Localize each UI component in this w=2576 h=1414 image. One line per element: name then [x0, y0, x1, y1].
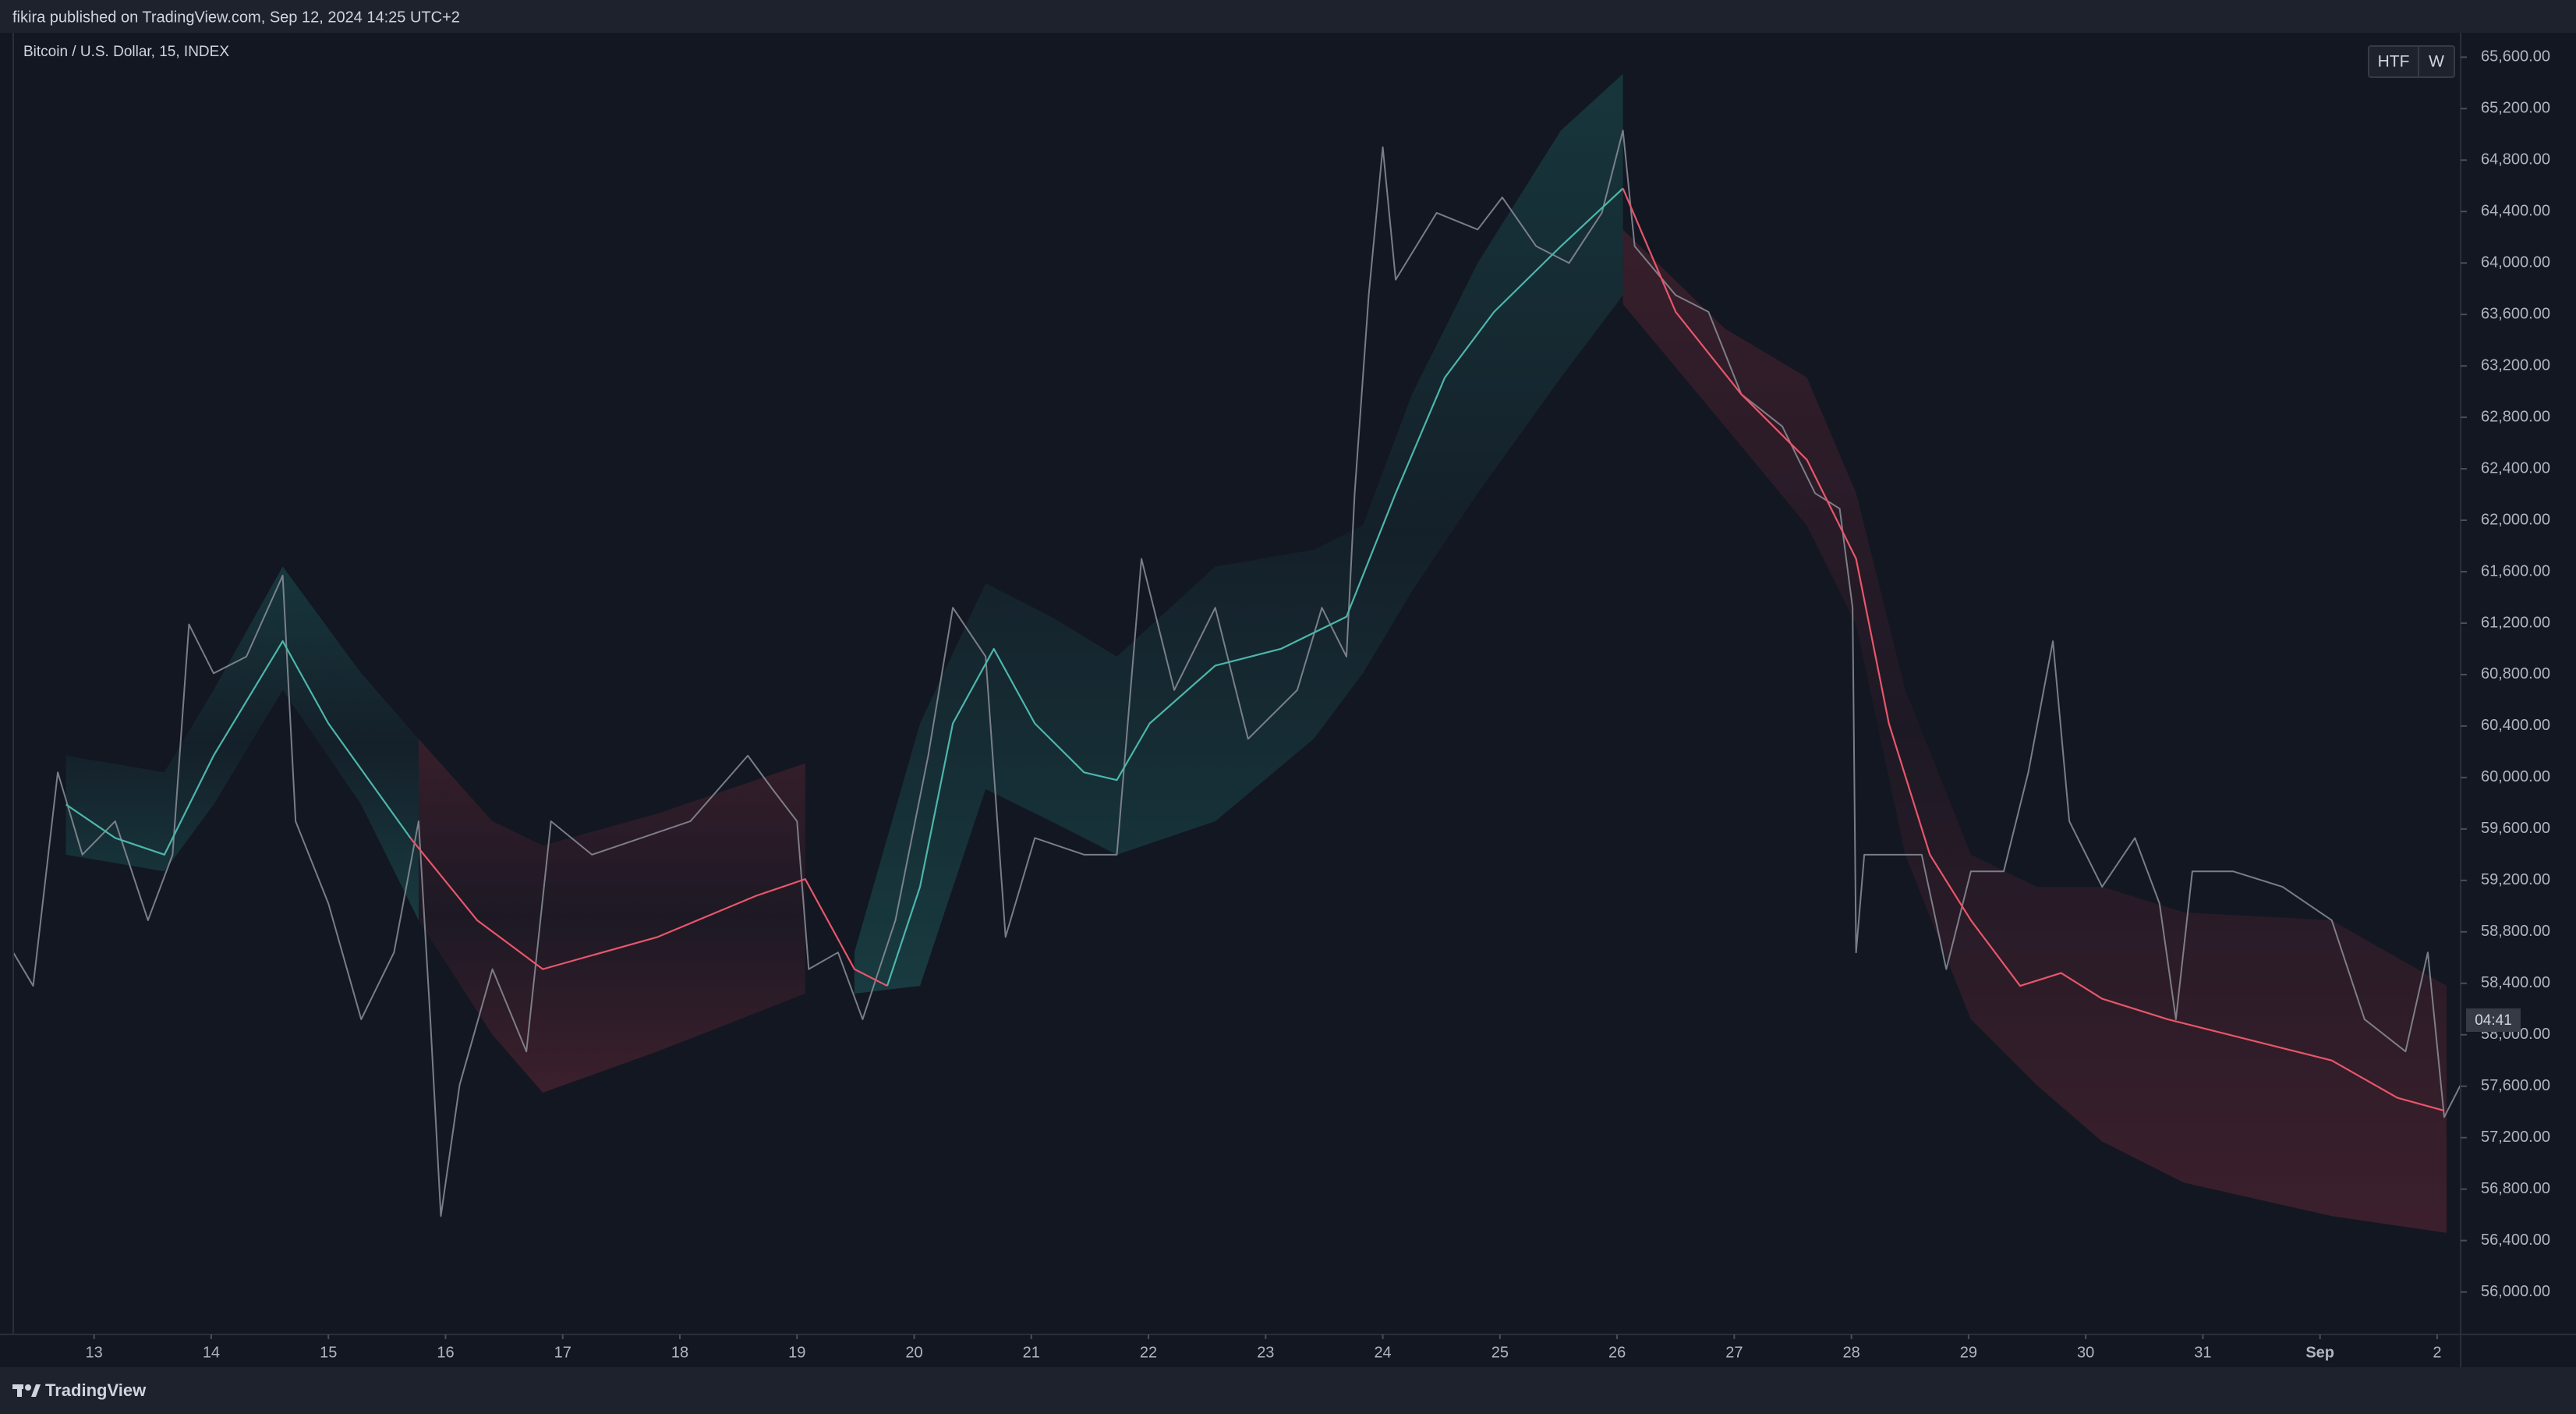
band	[1622, 229, 2447, 1233]
htf-box	[2368, 45, 2455, 78]
y-tick-label: 61,600.00	[2481, 562, 2550, 579]
symbol-title: Bitcoin / U.S. Dollar, 15, INDEX	[23, 44, 229, 60]
y-tick-label: 58,800.00	[2481, 923, 2550, 940]
x-tick-label: Sep	[2305, 1344, 2334, 1361]
x-tick-label: 22	[1140, 1344, 1157, 1361]
x-tick-label: 2	[2433, 1344, 2441, 1361]
price-line	[12, 129, 2461, 1217]
y-tick-label: 60,000.00	[2481, 768, 2550, 785]
band	[854, 73, 1623, 994]
footer-brand: TradingView	[45, 1380, 147, 1400]
y-tick-label: 65,200.00	[2481, 100, 2550, 117]
y-tick-label: 60,400.00	[2481, 717, 2550, 734]
y-tick-label: 57,600.00	[2481, 1077, 2550, 1094]
x-tick-label: 19	[788, 1344, 805, 1361]
y-tick-label: 56,800.00	[2481, 1180, 2550, 1197]
y-tick-label: 64,800.00	[2481, 151, 2550, 168]
x-tick-label: 23	[1257, 1344, 1274, 1361]
y-tick-label: 61,200.00	[2481, 614, 2550, 631]
x-tick-label: 15	[320, 1344, 337, 1361]
x-tick-label: 18	[671, 1344, 688, 1361]
y-tick-label: 62,800.00	[2481, 408, 2550, 425]
tradingview-logo	[12, 1384, 41, 1397]
countdown-box	[2466, 1008, 2521, 1032]
band	[65, 566, 419, 920]
band	[418, 739, 805, 1093]
x-tick-label: 26	[1608, 1344, 1626, 1361]
y-tick-label: 62,000.00	[2481, 511, 2550, 528]
logo-stem	[17, 1384, 22, 1397]
y-tick-label: 58,400.00	[2481, 974, 2550, 991]
x-tick-label: 14	[203, 1344, 220, 1361]
x-tick-label: 25	[1491, 1344, 1509, 1361]
y-tick-label: 60,800.00	[2481, 665, 2550, 682]
logo-dot	[25, 1384, 31, 1391]
x-tick-label: 17	[554, 1344, 571, 1361]
x-tick-label: 13	[86, 1344, 103, 1361]
axes: 56,000.00 56,400.00 56,800.00 57,200.00 57,6…	[86, 48, 2550, 1362]
y-tick-label: 64,400.00	[2481, 203, 2550, 220]
x-tick-label: 24	[1374, 1344, 1391, 1361]
x-tick-label: 27	[1725, 1344, 1743, 1361]
y-tick-label: 63,600.00	[2481, 305, 2550, 322]
x-tick-label: 28	[1843, 1344, 1860, 1361]
timeframe-button[interactable]: W	[2429, 53, 2444, 71]
plot-area	[12, 73, 2461, 1233]
countdown: 04:41	[2475, 1012, 2512, 1029]
price-axis	[2461, 33, 2576, 1367]
htf-button[interactable]: HTF	[2378, 53, 2410, 71]
y-tick-label: 59,200.00	[2481, 871, 2550, 888]
x-tick-label: 20	[905, 1344, 922, 1361]
top-bar	[0, 0, 2576, 33]
x-tick-label: 21	[1023, 1344, 1040, 1361]
x-tick-label: 30	[2077, 1344, 2094, 1361]
y-tick-label: 59,600.00	[2481, 820, 2550, 837]
basis-line	[65, 187, 1624, 987]
y-tick-label: 57,200.00	[2481, 1129, 2550, 1146]
basis-line	[409, 188, 2445, 1112]
y-tick-label: 56,000.00	[2481, 1283, 2550, 1300]
y-tick-label: 56,400.00	[2481, 1231, 2550, 1249]
footer-bar	[0, 1367, 2576, 1414]
x-tick-label: 29	[1960, 1344, 1977, 1361]
y-tick-label: 65,600.00	[2481, 48, 2550, 66]
x-tick-label: 16	[437, 1344, 454, 1361]
x-tick-label: 31	[2194, 1344, 2211, 1361]
y-tick-label: 63,200.00	[2481, 356, 2550, 374]
y-tick-label: 64,000.00	[2481, 253, 2550, 271]
publisher: fikira published on TradingView.com, Sep…	[12, 9, 460, 26]
y-tick-label: 62,400.00	[2481, 459, 2550, 477]
logo-slash	[31, 1384, 41, 1397]
